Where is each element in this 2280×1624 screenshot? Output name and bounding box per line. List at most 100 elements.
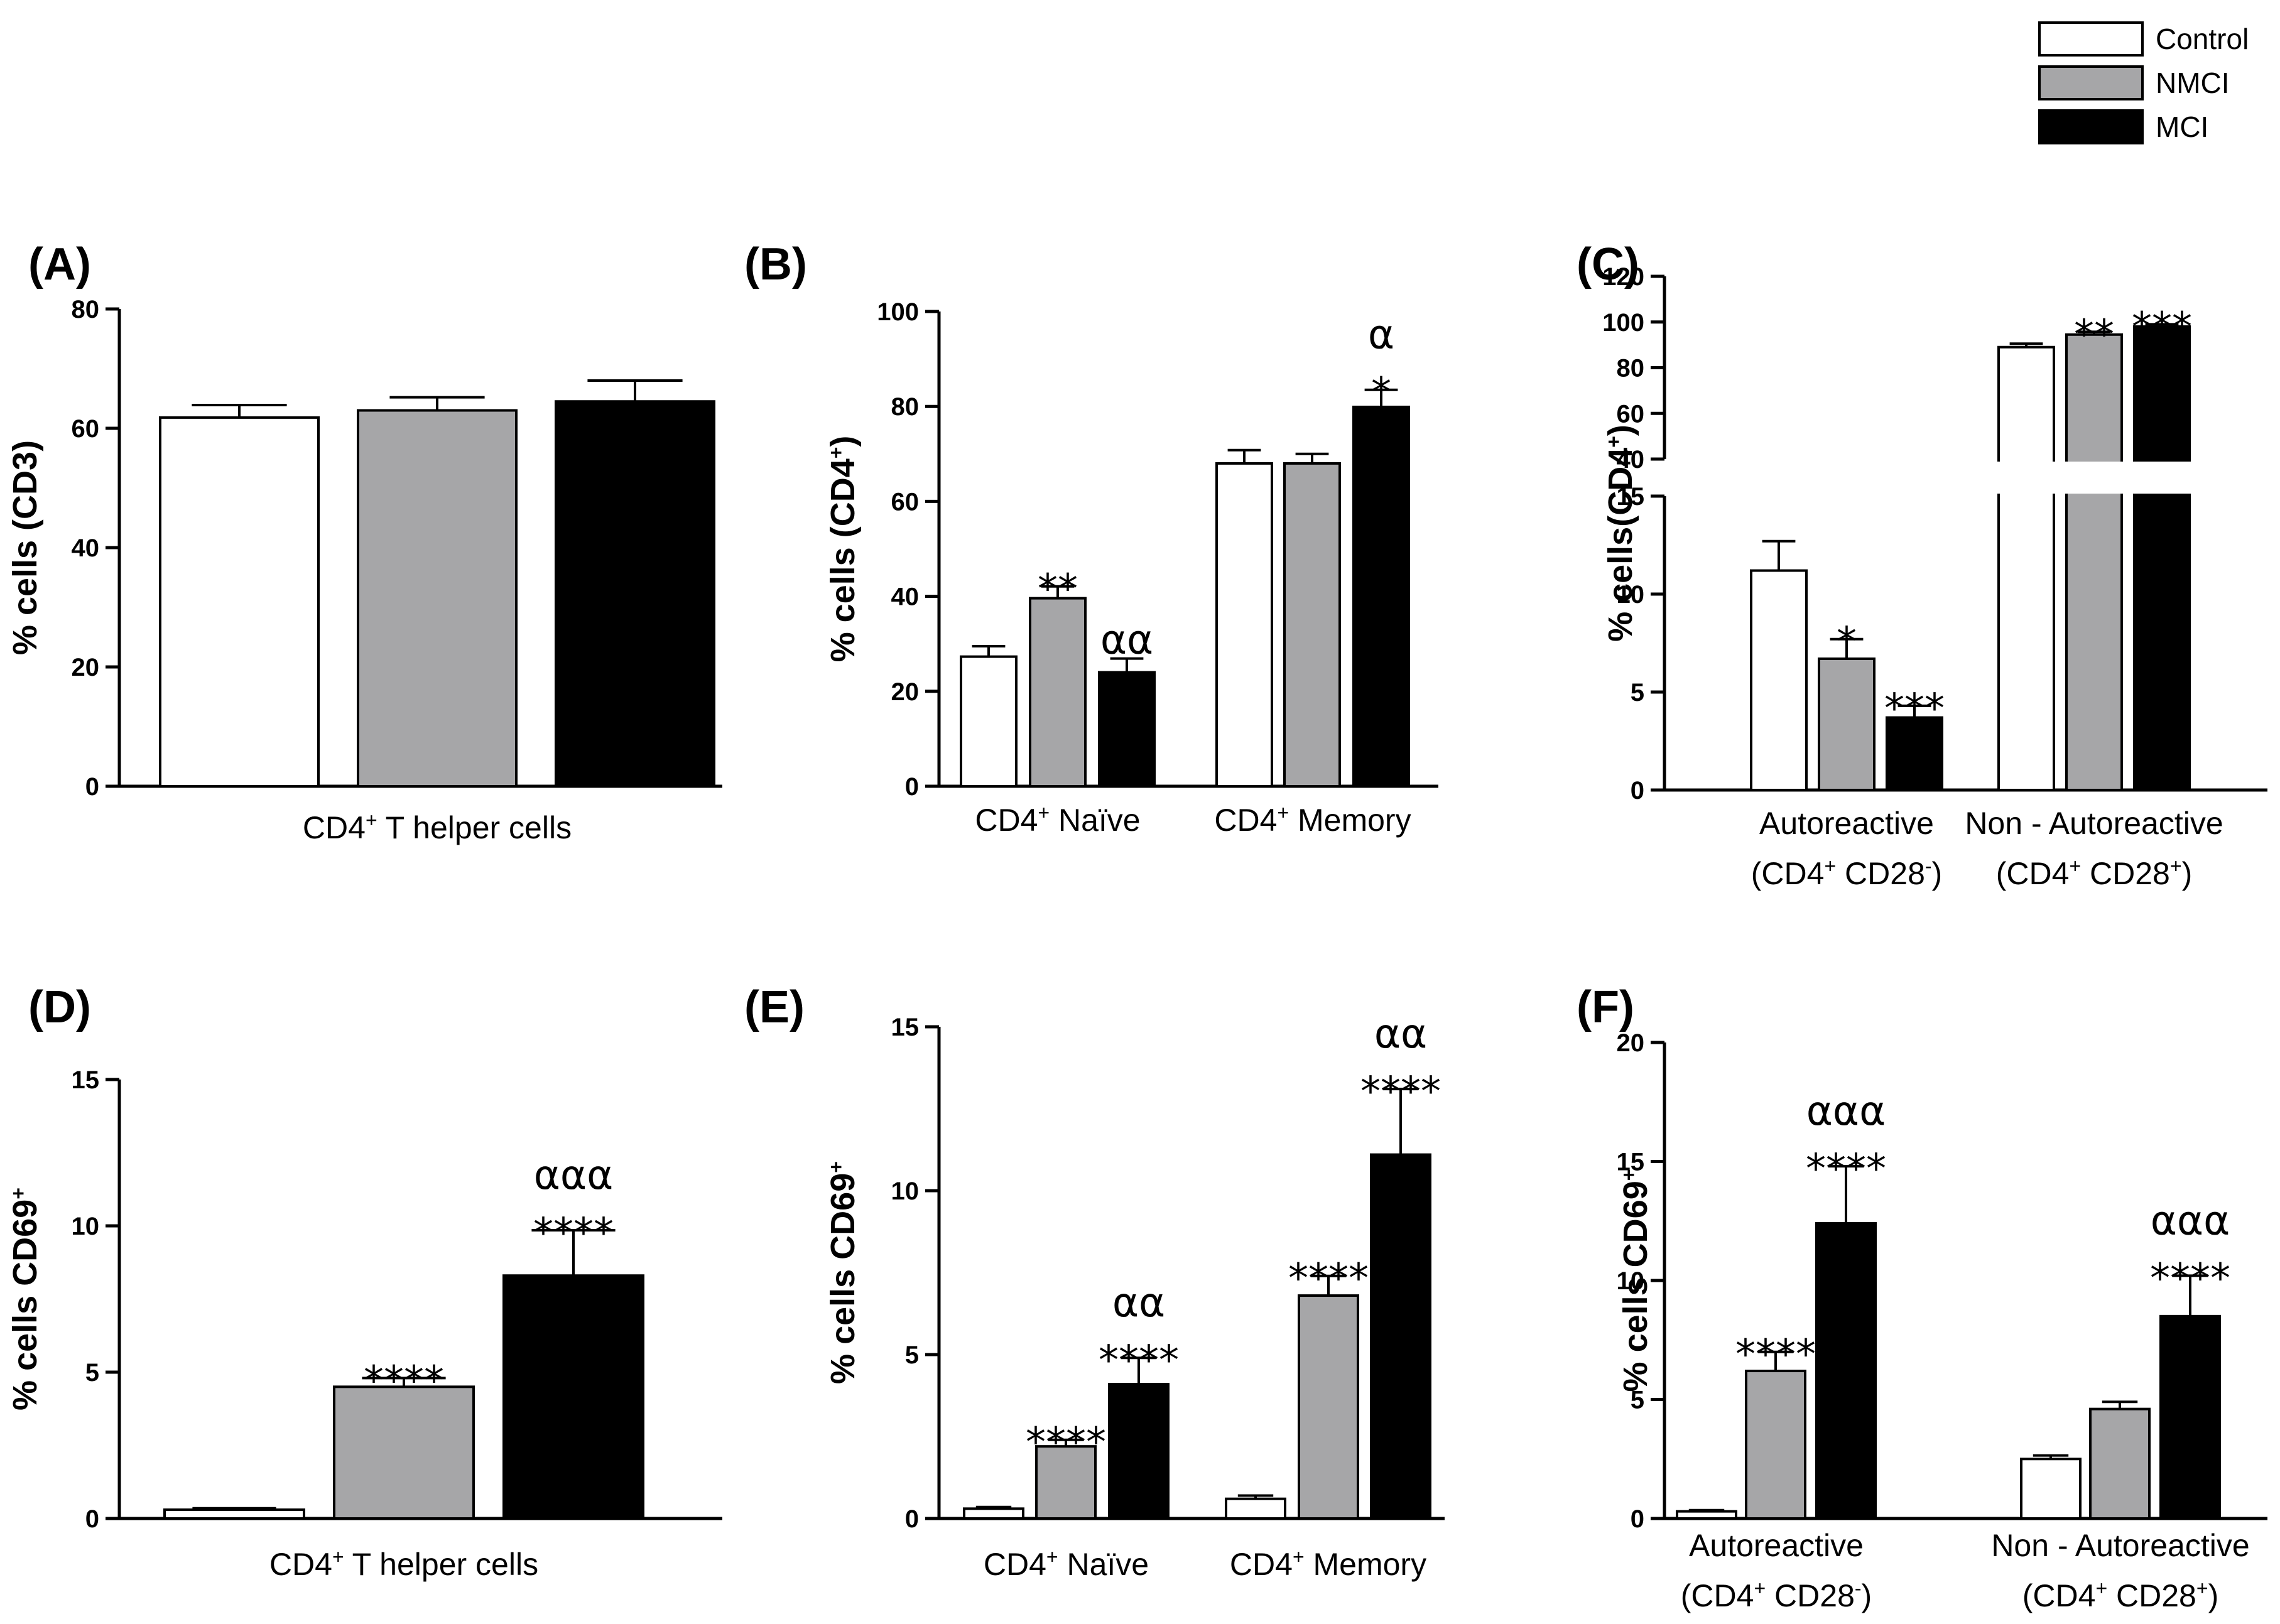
y-tick-label: 0 <box>1631 777 1644 804</box>
y-tick-label: 40 <box>1617 446 1645 474</box>
bar-mci-1 <box>1370 1153 1431 1520</box>
y-tick-label: 80 <box>72 296 100 323</box>
y-axis-label: % cells CD69+ <box>824 1161 862 1384</box>
bar-nmci-0 <box>1029 597 1087 788</box>
y-tick-label: 40 <box>72 534 100 562</box>
y-tick-label: 20 <box>1617 1029 1645 1057</box>
significance-alpha: α <box>1368 312 1394 359</box>
bar-mci-0 <box>502 1274 644 1520</box>
y-tick-label: 10 <box>1617 581 1645 609</box>
y-axis-label: % cells CD69+ <box>1617 1169 1654 1392</box>
bar-nmci-0 <box>1818 657 1876 791</box>
category-label: CD4+ T helper cells <box>269 1546 538 1582</box>
panel-label: (F) <box>1577 982 1634 1032</box>
bar-mci-0 <box>1815 1222 1877 1520</box>
bar-control-1 <box>1225 1497 1286 1520</box>
legend-label-nmci: NMCI <box>2156 67 2230 99</box>
category-sublabel: (CD4+ CD28+) <box>2022 1577 2218 1613</box>
bar-mci-0 <box>1098 671 1156 788</box>
bar-mci-1 <box>2133 325 2191 791</box>
y-tick-label: 60 <box>72 415 100 443</box>
y-tick-label: 0 <box>905 773 919 801</box>
bar-mci-0 <box>1886 716 1943 792</box>
bar-mci-1 <box>1352 405 1410 788</box>
y-tick-label: 0 <box>85 773 99 801</box>
legend-label-mci: MCI <box>2156 111 2208 143</box>
significance-stars: ** <box>1038 566 1078 613</box>
legend: Control NMCI MCI <box>2038 21 2249 144</box>
bar-nmci-1 <box>2065 333 2123 791</box>
panel-label: (B) <box>744 239 807 290</box>
y-tick-label: 20 <box>72 654 100 681</box>
category-label: CD4+ Naïve <box>975 801 1140 838</box>
bar-control-1 <box>1215 462 1273 788</box>
bar-mci-0 <box>555 400 715 788</box>
significance-stars: **** <box>533 1210 614 1257</box>
category-sublabel: (CD4+ CD28-) <box>1751 855 1942 891</box>
y-tick-label: 120 <box>1602 263 1644 291</box>
panel-a: (A) 0 20 40 60 80 % cells (CD3) CD4+ T helper c… <box>6 239 722 845</box>
legend-label-control: Control <box>2156 23 2249 55</box>
y-tick-label: 0 <box>85 1505 99 1533</box>
y-tick-label: 10 <box>72 1213 100 1240</box>
y-tick-label: 60 <box>1617 400 1645 428</box>
category-sublabel: (CD4+ CD28+) <box>1996 855 2192 891</box>
legend-swatch-mci <box>2038 109 2144 144</box>
axis-break-gap <box>1667 462 2270 494</box>
y-tick-label: 5 <box>905 1341 919 1369</box>
significance-stars: **** <box>1735 1332 1816 1378</box>
y-tick-label: 20 <box>891 678 920 706</box>
y-tick-label: 5 <box>1631 1387 1644 1414</box>
significance-stars: **** <box>1099 1338 1179 1384</box>
panel-label: (C) <box>1577 239 1639 290</box>
bar-control-0 <box>1676 1510 1737 1520</box>
significance-stars: **** <box>1026 1420 1106 1466</box>
y-tick-label: 15 <box>891 1014 920 1041</box>
legend-swatch-control <box>2038 21 2144 57</box>
bar-control-0 <box>960 655 1018 788</box>
y-axis-label: % cells(CD4+) <box>1602 425 1639 642</box>
bar-control-0 <box>1750 569 1808 791</box>
significance-stars: *** <box>2132 304 2192 350</box>
y-tick-label: 80 <box>891 393 920 421</box>
y-tick-label: 15 <box>1617 483 1645 511</box>
y-tick-label: 60 <box>891 488 920 516</box>
panel-label: (D) <box>28 982 91 1032</box>
y-tick-label: 5 <box>85 1359 99 1387</box>
y-tick-label: 100 <box>877 298 919 326</box>
bar-nmci-0 <box>333 1385 475 1520</box>
bar-mci-0 <box>1108 1382 1170 1520</box>
bar-mci-1 <box>2159 1314 2221 1520</box>
significance-stars: **** <box>1288 1256 1369 1302</box>
bar-nmci-0 <box>1035 1445 1097 1520</box>
bar-nmci-0 <box>1745 1370 1806 1520</box>
y-tick-label: 0 <box>1631 1505 1644 1533</box>
bar-nmci-1 <box>1298 1294 1359 1520</box>
significance-alpha: ααα <box>534 1152 614 1199</box>
significance-stars: * <box>1371 370 1391 416</box>
y-tick-label: 15 <box>72 1066 100 1094</box>
y-tick-label: 5 <box>1631 679 1644 706</box>
panel-label: (A) <box>28 239 91 290</box>
category-sublabel: (CD4+ CD28-) <box>1681 1577 1872 1613</box>
bar-nmci-1 <box>2089 1407 2151 1520</box>
panel-f: (F) 0 5 10 15 20 % cells CD69+ **** ααα **** ααα **… <box>1577 982 2267 1613</box>
category-label: Non - Autoreactive <box>1965 806 2223 841</box>
panel-e: (E) 0 5 10 15 % cells CD69+ **** αα **** **** αα **… <box>744 982 1445 1582</box>
significance-stars: ** <box>2074 311 2114 358</box>
significance-alpha: αα <box>1112 1280 1165 1326</box>
significance-alpha: ααα <box>2151 1198 2230 1244</box>
y-tick-label: 10 <box>891 1177 920 1205</box>
bar-control-0 <box>159 416 320 788</box>
category-label: CD4+ Naïve <box>984 1546 1149 1582</box>
category-label: Non - Autoreactive <box>1991 1528 2249 1563</box>
category-label: CD4+ Memory <box>1230 1546 1426 1582</box>
panel-d: (D) 0 5 10 15 % cells CD69+ **** ααα **** CD4+ T … <box>6 982 722 1582</box>
category-label: CD4+ Memory <box>1214 801 1411 838</box>
bar-control-1 <box>2020 1458 2082 1520</box>
y-tick-label: 15 <box>1617 1149 1645 1176</box>
y-axis-label: % cells (CD4+) <box>824 436 862 663</box>
